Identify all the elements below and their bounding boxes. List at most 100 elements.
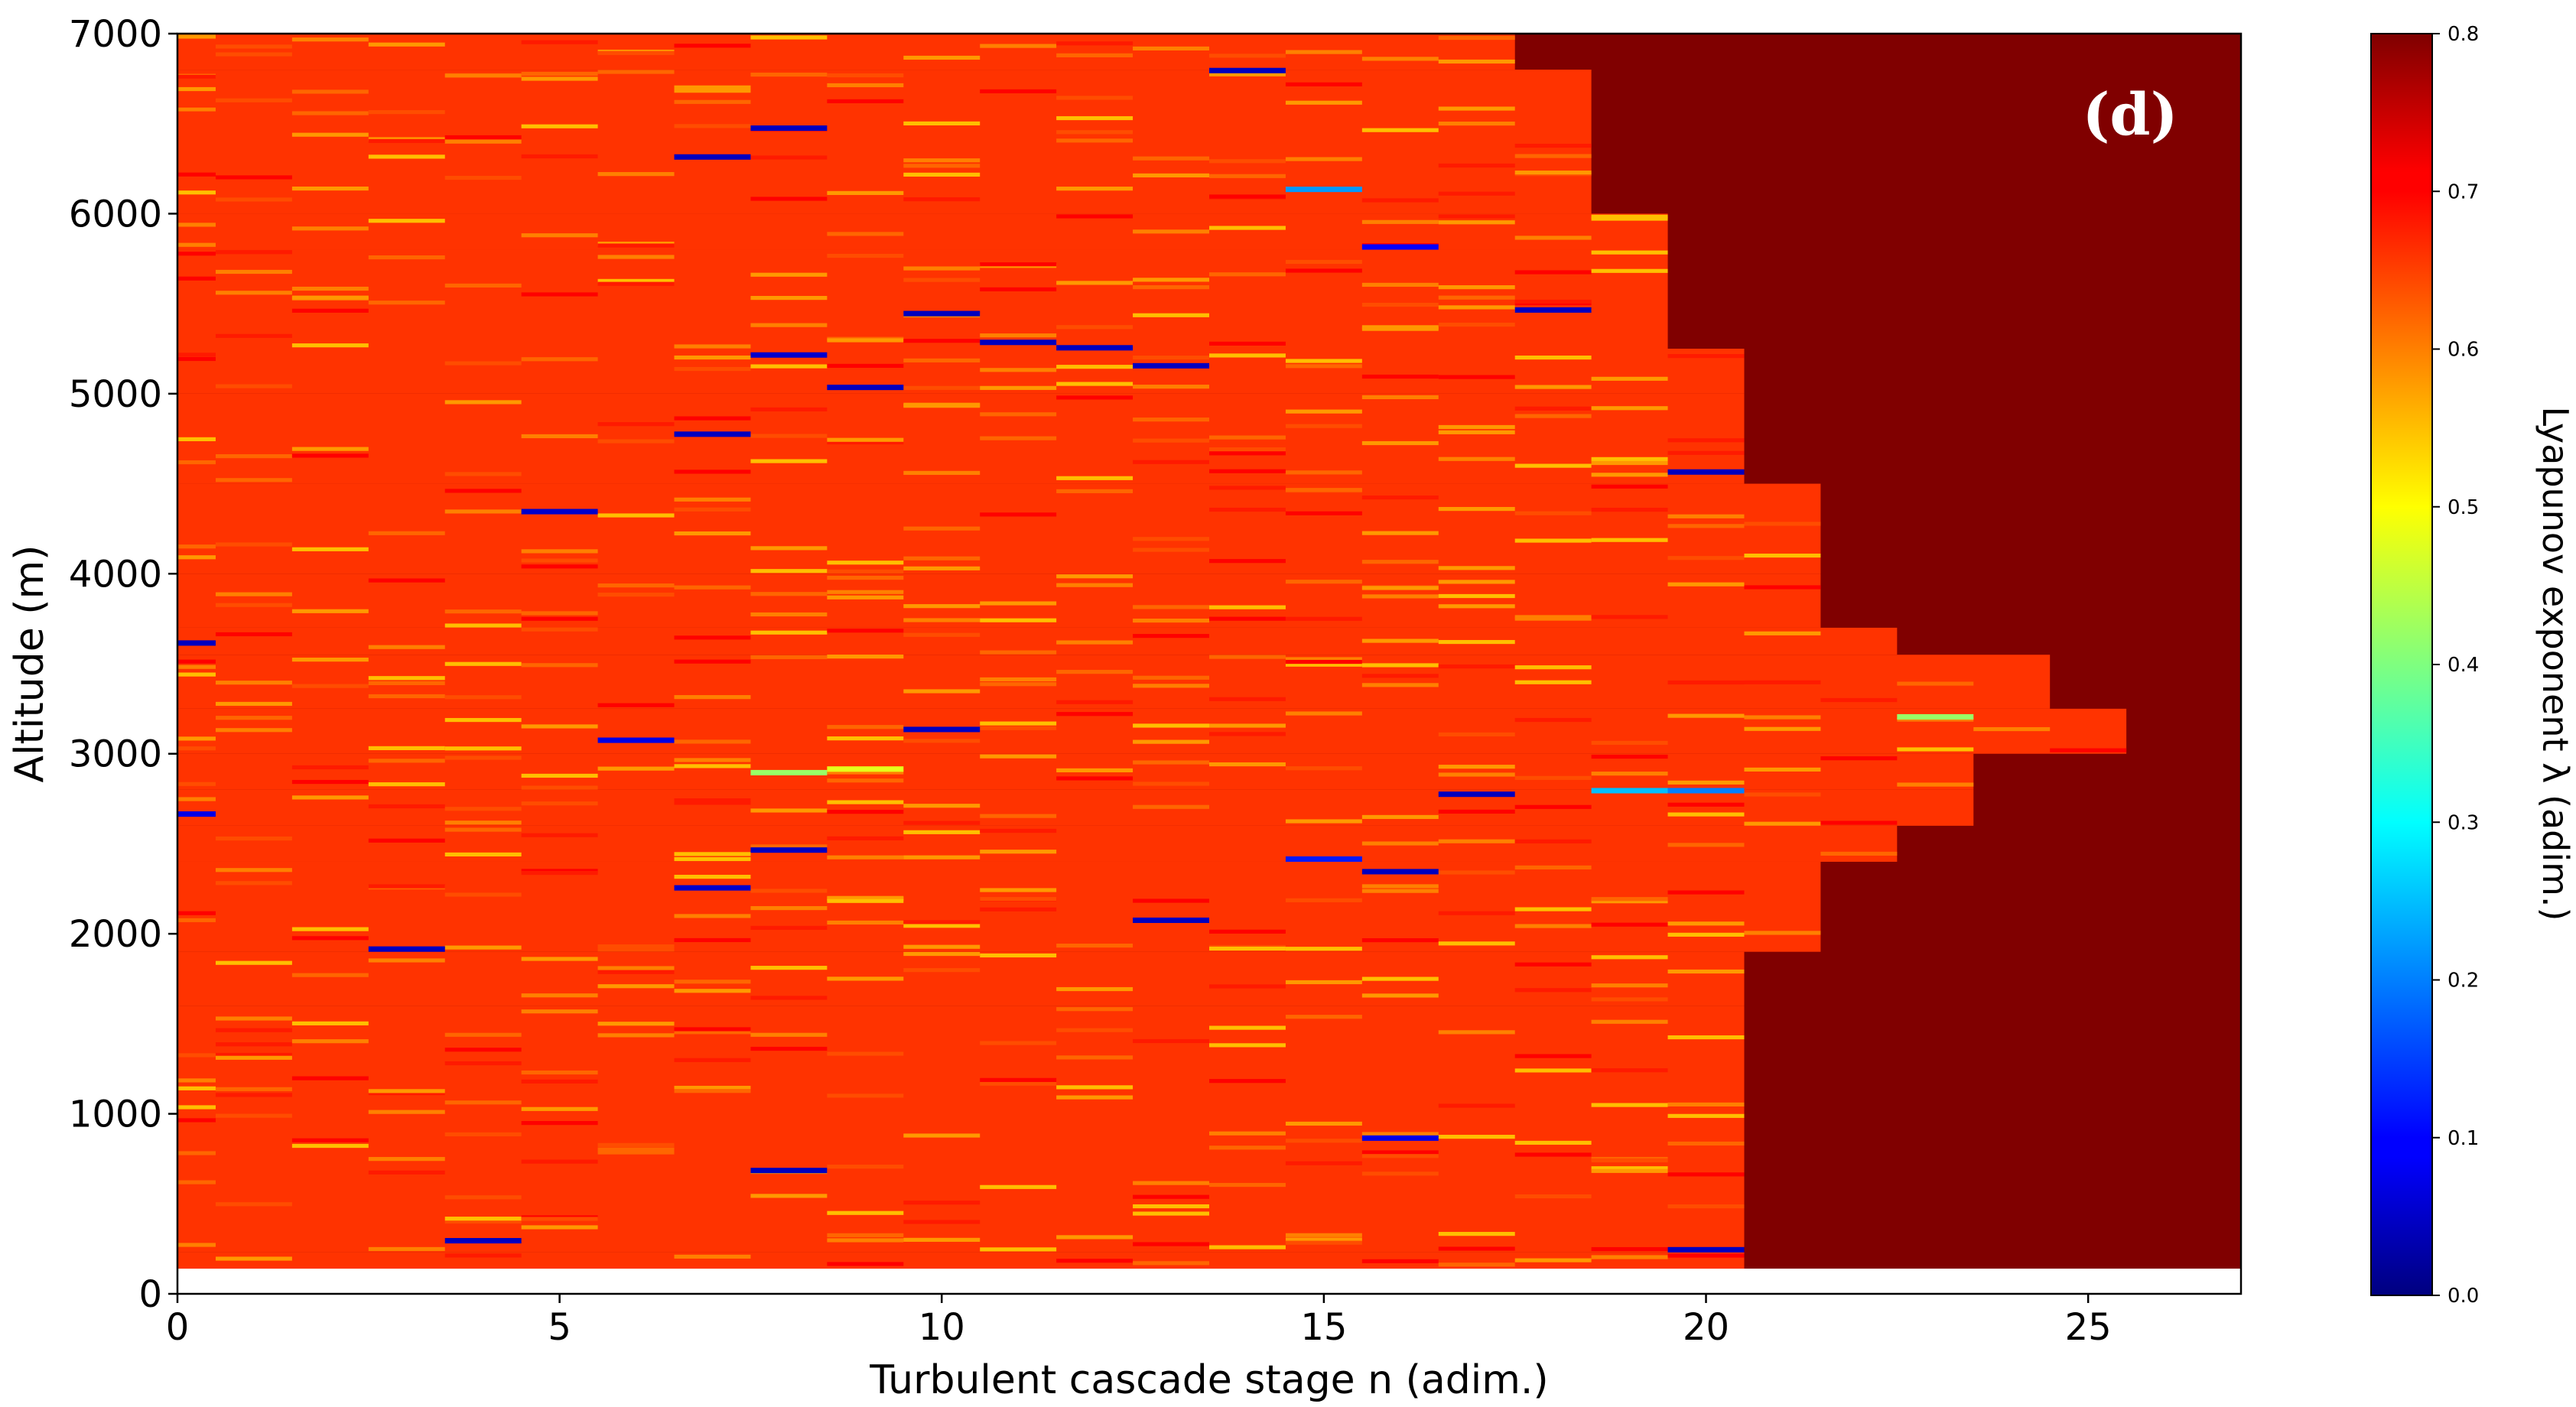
heatmap-cell [1133,723,1209,728]
heatmap-cell [1133,548,1209,552]
heatmap-cell [750,925,828,931]
heatmap-cell [215,1016,292,1021]
heatmap-cell-notable [1438,791,1515,798]
heatmap-cell [1133,438,1209,443]
heatmap-cell [674,989,751,993]
heatmap-cell [750,630,828,635]
heatmap-cell [1133,1038,1209,1044]
y-tick-label: 6000 [69,193,162,236]
heatmap-cell-notable [368,946,445,952]
heatmap-cell-notable [827,766,904,772]
heatmap-cell [1133,781,1209,786]
heatmap-cell [827,440,904,445]
heatmap-cell [291,973,369,977]
heatmap-cell [1591,376,1668,381]
heatmap-cell [1209,447,1286,452]
heatmap-cell [827,836,904,840]
heatmap-cell [368,255,445,260]
heatmap-cell [1285,711,1362,716]
heatmap-cell [1285,659,1362,665]
heatmap-cell [215,681,292,685]
heatmap-cell [1133,356,1209,360]
heatmap-cell [1667,932,1745,937]
heatmap-cell [1820,697,1898,703]
heatmap-cell [674,470,751,474]
heatmap-cell [1133,460,1209,464]
colorbar-tick-label: 0.6 [2448,339,2479,362]
heatmap-cell [177,1118,216,1123]
heatmap-cell [215,728,292,733]
heatmap-cell [1056,986,1134,992]
heatmap-cell [1209,174,1286,178]
heatmap-cell [215,333,292,338]
heatmap-cell [980,1041,1057,1045]
heatmap-cell [1285,268,1362,273]
heatmap-cell [521,1159,598,1164]
heatmap-cell [903,526,981,531]
heatmap-cell [444,695,522,700]
heatmap-cell [444,623,522,628]
heatmap-cell [444,717,522,723]
heatmap-cell [750,364,828,369]
heatmap-cell [1285,50,1362,54]
heatmap-cell [1056,325,1134,330]
heatmap-cell [368,1110,445,1114]
cascade-band [177,1006,1745,1253]
heatmap-cell [1361,889,1439,893]
heatmap-cell [215,454,292,459]
heatmap-cell [1285,1139,1362,1143]
heatmap-cell [1667,1172,1745,1177]
heatmap-cell [674,758,751,762]
heatmap-cell [1514,907,1592,911]
heatmap-cell [1285,616,1362,621]
heatmap-cell [980,385,1057,390]
heatmap-cell [215,291,292,295]
heatmap-cell [674,852,751,856]
heatmap-cell [980,897,1057,902]
heatmap-cell [1133,898,1209,903]
heatmap-cell [1438,430,1515,434]
heatmap-cell [1667,921,1745,926]
heatmap-cell [1744,680,1821,684]
heatmap-cell [1056,700,1134,704]
heatmap-cell [597,593,675,597]
heatmap-cell-notable [980,340,1057,346]
heatmap-cell [1591,1168,1668,1173]
heatmap-cell [674,1027,751,1032]
heatmap-cell [368,676,445,681]
heatmap-cell [980,1184,1057,1189]
heatmap-cell [1438,322,1515,327]
heatmap-cell [177,34,216,39]
heatmap-cell [177,74,216,79]
heatmap-cell [444,1253,522,1258]
heatmap-cell-notable [177,811,216,817]
heatmap-cell-notable [750,352,828,358]
heatmap-cell [291,658,369,662]
heatmap-cell [444,609,522,614]
heatmap-cell [291,226,369,231]
heatmap-cell [1056,1259,1134,1263]
heatmap-cell [674,89,751,93]
heatmap-cell [1209,1043,1286,1048]
heatmap-cell [1361,395,1439,400]
heatmap-cell [1056,489,1134,493]
heatmap-cell [1133,739,1209,744]
heatmap-cell [291,453,369,458]
heatmap-cell [750,272,828,277]
heatmap-cell [1438,809,1515,814]
heatmap-cell [597,583,675,588]
heatmap-cell [597,439,675,444]
heatmap-cell [827,1238,904,1243]
heatmap-cell [980,368,1057,372]
heatmap-cell [1209,194,1286,199]
heatmap-cell-notable [597,737,675,743]
colorbar-tick-label: 0.2 [2448,970,2479,993]
heatmap-cell [1285,1015,1362,1019]
heatmap-cell [980,888,1057,892]
heatmap-cell [1591,538,1668,542]
heatmap-cell [444,1132,522,1137]
heatmap-cell [291,779,369,785]
heatmap-cell [750,966,828,970]
heatmap-cell [827,1051,904,1056]
x-tick-label: 0 [166,1306,190,1349]
